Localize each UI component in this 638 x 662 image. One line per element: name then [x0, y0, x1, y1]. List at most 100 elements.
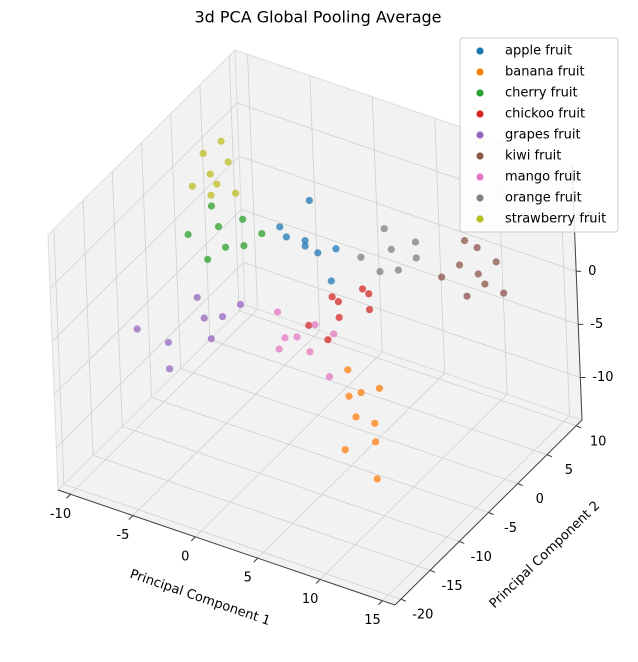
grid-line: [49, 102, 238, 289]
point: [200, 314, 208, 322]
grid-line: [63, 483, 401, 600]
y-tick-label: -15: [441, 579, 462, 594]
x-tick-label: -5: [116, 528, 129, 543]
point: [358, 285, 367, 293]
point: [273, 308, 282, 316]
point: [207, 191, 215, 199]
grid-line: [122, 426, 460, 542]
legend-label: banana fruit: [505, 65, 585, 80]
y-tick-label: 10: [590, 434, 607, 449]
x-tick: [66, 493, 71, 499]
point: [305, 196, 313, 205]
point: [166, 365, 174, 373]
point: [314, 249, 322, 257]
point: [324, 336, 332, 344]
legend-marker: [476, 89, 484, 97]
point: [206, 170, 214, 178]
point: [204, 255, 212, 264]
legend-marker: [476, 68, 484, 76]
grid-line: [151, 397, 489, 513]
point: [500, 289, 508, 297]
point: [276, 223, 284, 231]
legend-marker: [476, 47, 484, 55]
point: [327, 277, 335, 285]
point: [460, 236, 469, 245]
point: [301, 242, 309, 250]
grid-line: [241, 208, 579, 325]
point: [188, 182, 196, 190]
point: [411, 238, 420, 246]
point: [231, 189, 240, 197]
y-tick: [546, 454, 553, 458]
y-tick: [575, 425, 582, 429]
point: [376, 267, 384, 276]
z-tick-label: -10: [592, 370, 613, 385]
x-tick: [253, 557, 259, 563]
grid-line: [180, 368, 518, 484]
point: [387, 245, 395, 253]
grid-line: [56, 262, 244, 448]
point: [301, 237, 309, 245]
legend-marker: [476, 194, 484, 202]
point: [335, 313, 343, 322]
grid-line: [92, 454, 431, 571]
point: [375, 384, 383, 392]
legend-label: chickoo fruit: [505, 107, 585, 122]
point: [305, 321, 313, 329]
y-tick: [459, 540, 465, 544]
point: [239, 215, 247, 223]
z-tick-label: 0: [588, 264, 596, 279]
point: [341, 446, 349, 454]
x-tick-label: -10: [50, 507, 71, 522]
point: [207, 202, 216, 210]
x-tick-label: 5: [244, 571, 252, 586]
x-tick: [378, 600, 383, 606]
x-tick-label: 15: [364, 613, 381, 628]
point: [224, 158, 232, 166]
point: [455, 261, 464, 269]
point: [365, 305, 374, 314]
point: [207, 335, 215, 343]
point: [193, 293, 201, 302]
point: [373, 475, 381, 483]
point: [328, 293, 336, 301]
legend-label: apple fruit: [505, 44, 572, 59]
point: [344, 366, 352, 374]
legend-marker: [476, 152, 484, 160]
points: [133, 137, 508, 483]
point: [325, 373, 334, 381]
point: [473, 243, 481, 252]
y-tick-label: -10: [471, 550, 492, 565]
legend-box: [459, 37, 619, 233]
legend-label: strawberry fruit: [505, 212, 606, 227]
legend-label: kiwi fruit: [505, 149, 561, 164]
chart-title: 3d PCA Global Pooling Average: [194, 8, 441, 27]
y-tick: [400, 598, 407, 602]
point: [258, 230, 266, 238]
y-tick-label: 0: [536, 492, 544, 507]
point: [334, 298, 342, 306]
axis-line: [57, 489, 396, 606]
y-tick-label: -20: [412, 608, 433, 623]
point: [199, 149, 207, 158]
point: [133, 325, 141, 333]
point: [371, 419, 379, 427]
legend-label: grapes fruit: [505, 128, 581, 143]
point: [365, 290, 373, 298]
point: [164, 338, 173, 346]
point: [218, 312, 227, 321]
point: [236, 300, 245, 309]
y-tick-label: -5: [504, 521, 517, 536]
point: [438, 273, 446, 281]
y-tick: [488, 512, 494, 515]
grid-line: [209, 339, 548, 456]
grid-line: [239, 310, 577, 427]
grid-line: [53, 209, 242, 395]
point: [282, 233, 290, 241]
y-tick: [517, 483, 523, 487]
legend: apple fruit banana fruit cherry fruit chick…: [459, 37, 619, 233]
grid-line: [239, 155, 577, 272]
legend-marker: [476, 131, 484, 139]
point: [281, 334, 289, 342]
